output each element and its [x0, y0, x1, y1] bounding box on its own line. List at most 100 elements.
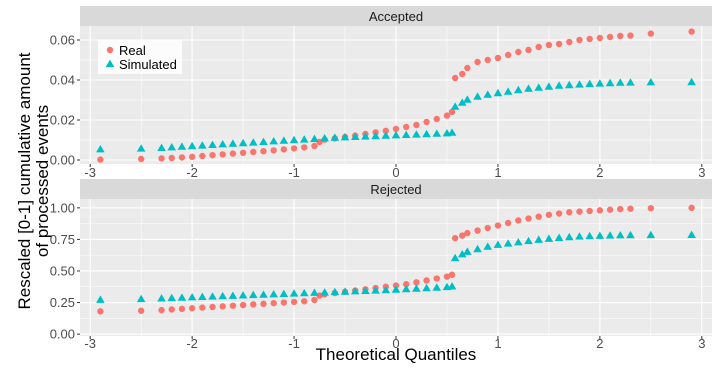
strip-accepted-label: Accepted: [369, 9, 423, 24]
point-simulated: [136, 294, 146, 303]
point-simulated: [350, 286, 360, 295]
point-real: [290, 145, 298, 152]
point-real: [451, 74, 459, 82]
point-real: [178, 305, 186, 313]
point-simulated: [157, 294, 166, 302]
point-simulated: [412, 284, 421, 292]
point-real: [199, 152, 206, 160]
x-tick-label: 0: [392, 336, 399, 351]
point-simulated: [422, 129, 431, 138]
point-simulated: [330, 133, 340, 141]
point-real: [443, 112, 451, 119]
point-simulated: [279, 289, 289, 298]
point-real: [576, 208, 583, 215]
point-real: [260, 148, 267, 155]
point-simulated: [218, 140, 228, 148]
point-real: [413, 121, 420, 129]
point-simulated: [432, 129, 442, 137]
point-simulated: [238, 291, 248, 299]
point-simulated: [371, 131, 380, 140]
point-simulated: [514, 85, 523, 94]
y-axis-title-line-1: Rescaled [0-1] cumulative amount: [15, 52, 34, 309]
point-simulated: [493, 240, 503, 248]
point-real: [433, 275, 440, 282]
point-real: [525, 46, 532, 54]
legend-real-label: Real: [119, 43, 146, 58]
point-real: [188, 305, 196, 312]
point-real: [382, 127, 390, 134]
point-real: [606, 206, 614, 213]
point-simulated: [503, 239, 513, 247]
point-real: [413, 279, 420, 286]
x-tick-label: -1: [288, 336, 300, 351]
legend-simulated-key: [105, 59, 115, 67]
point-real: [525, 215, 532, 222]
point-real: [219, 303, 226, 310]
point-real: [423, 118, 430, 126]
panel-accepted-x-axis: -3 -2 -1 0 1 2 3: [84, 164, 705, 180]
y-tick-label: 0.06: [50, 33, 75, 48]
point-simulated: [340, 287, 350, 295]
point-real: [459, 232, 466, 239]
point-simulated: [554, 233, 564, 241]
panel-rejected-x-axis: -3 -2 -1 0 1 2 3: [84, 336, 705, 351]
point-real: [566, 209, 573, 216]
point-simulated: [198, 141, 207, 149]
point-real: [402, 123, 410, 131]
point-simulated: [473, 244, 482, 253]
point-real: [311, 142, 318, 150]
point-real: [617, 32, 624, 40]
point-simulated: [269, 137, 278, 145]
point-real: [229, 150, 237, 157]
point-real: [647, 30, 655, 37]
point-simulated: [350, 132, 360, 140]
panel-rejected-y-axis: 0.00 0.25 0.50 0.75 1.00: [50, 200, 80, 342]
point-simulated: [483, 242, 493, 250]
point-real: [474, 227, 481, 234]
point-simulated: [585, 231, 594, 240]
x-tick-label: -2: [186, 336, 198, 351]
point-simulated: [463, 247, 472, 255]
y-axis-title-line-2: of processed events: [33, 105, 52, 257]
point-simulated: [330, 287, 340, 296]
legend-real-key: [106, 46, 114, 54]
y-tick-label: 0.04: [50, 73, 75, 88]
point-simulated: [615, 78, 625, 86]
point-simulated: [157, 143, 166, 151]
point-real: [316, 292, 323, 299]
point-simulated: [187, 141, 197, 150]
point-real: [545, 211, 553, 218]
point-real: [627, 32, 634, 39]
strip-rejected-label: Rejected: [370, 182, 421, 197]
point-simulated: [564, 232, 574, 241]
point-simulated: [198, 292, 207, 301]
point-real: [402, 281, 410, 288]
point-real: [219, 151, 226, 158]
x-tick-label: -3: [84, 336, 96, 351]
x-tick-label: 2: [596, 165, 603, 180]
panel-rejected: Rejected 0.00 0.25 0.50 0.75 1.00 -3 -2 -1 0 1 2 3: [50, 179, 712, 351]
y-tick-label: 1.00: [50, 200, 75, 215]
x-axis-title: Theoretical Quantiles: [316, 345, 477, 364]
y-tick-label: 0.75: [50, 232, 75, 247]
point-real: [494, 222, 502, 229]
point-simulated: [605, 231, 615, 239]
point-real: [474, 58, 481, 66]
point-real: [290, 298, 298, 306]
point-simulated: [208, 140, 217, 148]
point-real: [97, 156, 104, 163]
strip-accepted-background: [80, 6, 712, 26]
panel-accepted-points: [96, 28, 696, 163]
point-simulated: [534, 235, 544, 243]
point-real: [586, 207, 593, 215]
point-real: [494, 54, 502, 62]
point-simulated: [615, 231, 625, 239]
point-real: [545, 41, 553, 49]
point-real: [250, 301, 257, 308]
point-real: [448, 108, 456, 116]
x-tick-label: 2: [596, 336, 603, 351]
point-simulated: [575, 80, 584, 88]
point-real: [270, 299, 277, 307]
y-tick-label: 0.25: [50, 295, 75, 310]
